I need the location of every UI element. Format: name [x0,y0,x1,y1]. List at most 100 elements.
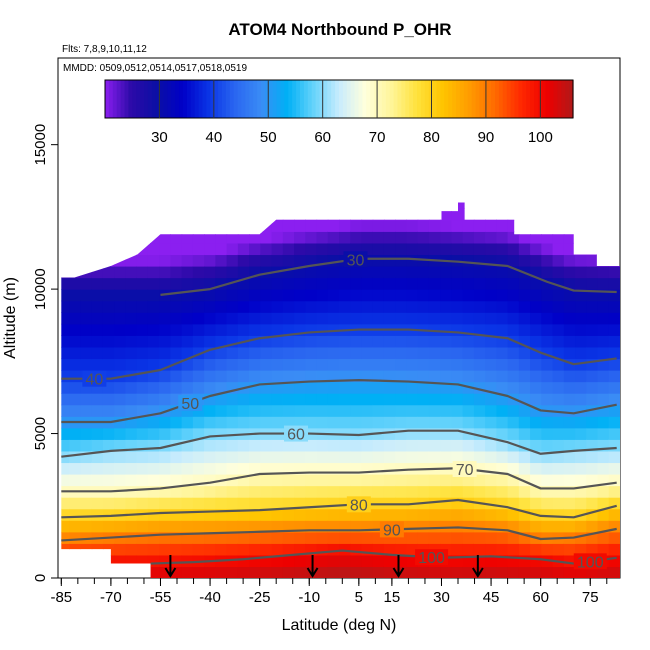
heatmap-cell [586,416,599,429]
heatmap-cell [440,393,452,406]
heatmap-cell [102,254,115,267]
heatmap-cell [282,508,295,521]
heatmap-cell [159,346,171,360]
heatmap-cell [159,277,171,290]
heatmap-cell [428,358,441,371]
heatmap-cell [305,312,318,325]
heatmap-cell [305,543,318,556]
heatmap-cell [192,439,205,452]
heatmap-cell [383,254,396,267]
heatmap-cell [552,393,565,406]
heatmap-cell [204,202,216,209]
heatmap-cell [507,404,520,417]
heatmap-cell [473,462,486,475]
heatmap-cell [473,381,486,394]
heatmap-cell [249,266,261,279]
heatmap-cell [530,323,542,336]
heatmap-cell [586,393,599,406]
heatmap-cell [125,554,138,568]
heatmap-cell [237,254,250,267]
heatmap-cell [462,346,475,360]
heatmap-cell [91,346,104,360]
heatmap-cell [496,335,509,348]
heatmap-cell [563,497,576,510]
heatmap-cell [339,531,351,544]
heatmap-cell [80,208,93,221]
heatmap-cell [552,254,565,267]
heatmap-cell [147,300,160,313]
heatmap-cell [361,404,374,417]
heatmap-cell [114,208,127,221]
heatmap-cell [114,300,127,313]
heatmap-cell [294,323,306,336]
heatmap-cell [61,508,70,521]
colorbar-cell [389,80,395,118]
heatmap-cell [507,312,520,325]
heatmap-cell [350,358,363,371]
heatmap-cell [428,508,441,521]
heatmap-cell [518,219,531,232]
heatmap-cell [136,219,149,232]
heatmap-cell [383,202,396,209]
colorbar-cell [502,80,508,118]
heatmap-cell [563,554,576,568]
heatmap-cell [249,497,261,510]
heatmap-cell [361,219,374,232]
heatmap-cell [159,300,171,313]
heatmap-cell [282,497,295,510]
x-tick-label: -55 [150,589,172,606]
heatmap-cell [226,370,239,383]
heatmap-cell [440,358,452,371]
heatmap-cell [147,404,160,417]
heatmap-cell [159,312,171,325]
heatmap-cell [563,231,576,244]
heatmap-cell [350,485,363,498]
heatmap-cell [496,474,509,487]
heatmap-cell [563,312,576,325]
heatmap-cell [69,531,82,544]
heatmap-cell [215,289,228,302]
heatmap-cell [563,358,576,371]
heatmap-cell [440,508,452,521]
heatmap-cell [327,485,340,498]
heatmap-cell [147,543,160,556]
colorbar-tick-label: 70 [369,129,386,146]
heatmap-cell [61,323,70,336]
contour-label: 30 [347,252,365,269]
heatmap-cell [69,254,82,267]
heatmap-cell [91,520,104,533]
heatmap-cell [136,370,149,383]
heatmap-cell [440,266,452,279]
heatmap-cell [608,439,620,452]
heatmap-cell [327,370,340,383]
heatmap-cell [350,554,363,568]
heatmap-cell [417,312,430,325]
heatmap-cell [282,323,295,336]
heatmap-cell [215,300,228,313]
heatmap-cell [327,219,340,232]
heatmap-cell [440,381,452,394]
heatmap-cell [608,520,620,533]
heatmap-cell [541,300,554,313]
colorbar-cell [479,80,484,118]
heatmap-cell [339,416,351,429]
colorbar-cell [237,80,243,118]
heatmap-cell [507,520,520,533]
heatmap-cell [114,520,127,533]
heatmap-cell [69,289,82,302]
colorbar-cell [296,80,301,118]
heatmap-cell [305,554,318,568]
colorbar-cell [440,80,445,118]
heatmap-cell [372,543,385,556]
colorbar-cell [522,80,527,118]
colorbar-cell [506,80,512,118]
heatmap-cell [136,404,149,417]
heatmap-cell [181,277,194,290]
heatmap-cell [136,346,149,360]
heatmap-cell [215,393,228,406]
heatmap-cell [159,358,171,371]
heatmap-cell [575,300,587,313]
heatmap-cell [485,485,497,498]
heatmap-cell [204,531,216,544]
heatmap-cell [260,335,273,348]
